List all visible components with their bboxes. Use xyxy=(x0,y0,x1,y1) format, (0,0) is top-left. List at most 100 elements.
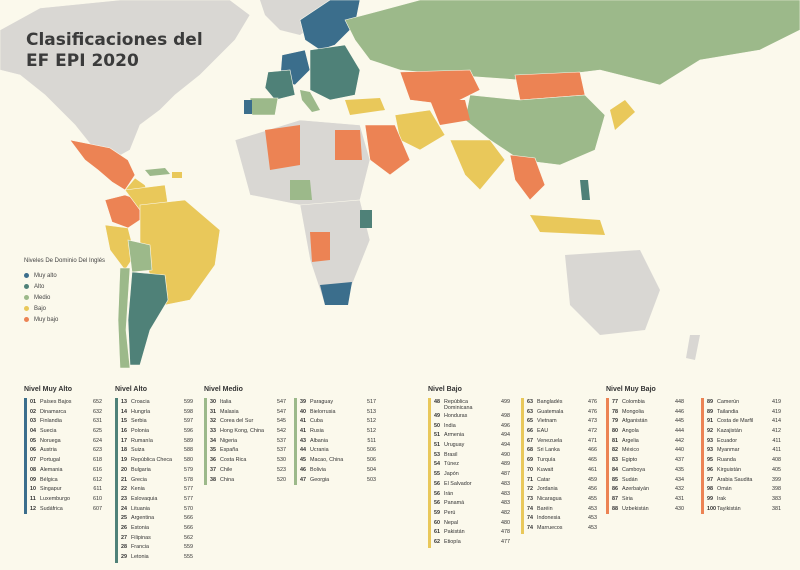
rank: 26 xyxy=(121,524,127,531)
rank: 21 xyxy=(121,476,127,483)
score: 530 xyxy=(277,457,286,464)
country-name: Cuba xyxy=(310,418,323,425)
rank: 22 xyxy=(121,486,127,493)
legend-swatch xyxy=(24,284,29,289)
country-name: Ecuador xyxy=(717,437,738,444)
ranking-section: Nivel Muy Alto xyxy=(24,386,72,398)
ranking-row: 81 Argelia 442 xyxy=(609,437,684,447)
country-name: Turquía xyxy=(537,457,556,464)
score: 599 xyxy=(184,399,193,405)
score: 435 xyxy=(675,466,684,473)
rank: 12 xyxy=(30,505,36,512)
score: 442 xyxy=(675,437,684,444)
eastern-europe-alto xyxy=(309,44,361,101)
ranking-column: 13 Croacia 599 14 Hungría 598 15 Serbia 597 16 Pol… xyxy=(115,398,193,563)
rank: 74 xyxy=(527,515,533,522)
score: 523 xyxy=(277,466,286,473)
ranking-row: 65 Vietnam 473 xyxy=(524,417,597,427)
country-name: Mongolia xyxy=(622,408,644,415)
country-name: Arabia Saudita xyxy=(717,476,753,483)
country-name: Suiza xyxy=(131,447,145,454)
score: 419 xyxy=(772,399,781,405)
kazakhstan-muy-bajo xyxy=(399,69,481,106)
country-name: Jordania xyxy=(537,486,558,493)
ranking-row: 15 Serbia 597 xyxy=(118,417,193,427)
score: 459 xyxy=(588,476,597,483)
rank: 100 xyxy=(707,505,716,512)
ranking-row: 05 Noruega 624 xyxy=(27,437,102,447)
ranking-row: 37 Chile 523 xyxy=(207,466,286,476)
rank: 28 xyxy=(121,544,127,551)
score: 598 xyxy=(184,408,193,415)
ranking-row: 66 EAU 472 xyxy=(524,427,597,437)
rank: 35 xyxy=(210,447,216,454)
country-name: Suecia xyxy=(40,428,57,435)
score: 381 xyxy=(772,505,781,512)
ranking-row: 63 Guatemala 476 xyxy=(524,408,597,418)
score: 503 xyxy=(367,476,376,483)
ranking-row: 92 Kazajistán 412 xyxy=(704,427,781,437)
rank: 11 xyxy=(30,495,36,502)
rank: 41 xyxy=(300,428,306,435)
country-name: Honduras xyxy=(444,413,468,419)
score: 455 xyxy=(588,495,597,502)
ranking-row: 99 Irak 383 xyxy=(704,495,781,505)
country-name: Indonesia xyxy=(537,515,561,522)
country-name: Argentina xyxy=(131,515,155,522)
rank: 88 xyxy=(612,505,618,512)
rank: 93 xyxy=(707,437,713,444)
caribbean-islands xyxy=(145,168,170,176)
score: 589 xyxy=(184,437,193,444)
ranking-row: 74 Indonesia 453 xyxy=(524,514,597,524)
score: 445 xyxy=(675,418,684,425)
country-name: Guatemala xyxy=(537,408,564,415)
country-name: Myanmar xyxy=(717,447,740,454)
country-name: Bielorrusia xyxy=(310,408,336,415)
ranking-row: 56 El Salvador 483 xyxy=(431,480,510,490)
rank: 81 xyxy=(612,437,618,444)
country-name: Ucrania xyxy=(310,447,329,454)
score: 477 xyxy=(501,538,510,545)
rank: 51 xyxy=(434,442,440,449)
rank: 50 xyxy=(434,422,440,429)
rank: 43 xyxy=(300,437,306,444)
ranking-row: 12 Sudáfrica 607 xyxy=(27,505,102,515)
legend-swatch xyxy=(24,295,29,300)
country-name: Finlandia xyxy=(40,418,62,425)
portugal-muy-alto xyxy=(244,100,252,114)
nigeria-medio xyxy=(290,180,312,200)
rank: 73 xyxy=(527,495,533,502)
score: 471 xyxy=(588,437,597,444)
score: 537 xyxy=(277,447,286,454)
score: 498 xyxy=(501,413,510,419)
country-name: Catar xyxy=(537,476,551,483)
score: 448 xyxy=(675,399,684,405)
country-name: Croacia xyxy=(131,399,150,405)
rank: 71 xyxy=(527,476,533,483)
score: 596 xyxy=(184,428,193,435)
ranking-row: 63 Bangladés 476 xyxy=(524,398,597,408)
ranking-row: 07 Portugal 618 xyxy=(27,456,102,466)
ranking-row: 86 Azerbaiyán 432 xyxy=(609,485,684,495)
ranking-row: 28 Francia 559 xyxy=(118,543,193,553)
country-name: Baréin xyxy=(537,505,553,512)
rank: 01 xyxy=(30,399,36,405)
score: 430 xyxy=(675,505,684,512)
legend-swatch xyxy=(24,317,29,322)
rank: 93 xyxy=(707,447,713,454)
legend-title: Niveles De Dominio Del Inglés xyxy=(24,258,106,264)
ranking-column: 39 Paraguay 517 40 Bielorrusia 513 41 Cuba 512 41… xyxy=(294,398,376,486)
ranking-row: 33 Hong Kong, China 542 xyxy=(207,427,286,437)
ranking-row: 73 Nicaragua 455 xyxy=(524,495,597,505)
country-name: Camboya xyxy=(622,466,646,473)
country-name: Países Bajos xyxy=(40,399,72,405)
country-name: República Checa xyxy=(131,457,173,464)
ranking-row: 70 Kuwait 461 xyxy=(524,466,597,476)
rank: 63 xyxy=(527,399,533,405)
country-name: Tayikistán xyxy=(717,505,741,512)
ranking-row: 67 Venezuela 471 xyxy=(524,437,597,447)
score: 537 xyxy=(277,437,286,444)
score: 476 xyxy=(588,399,597,405)
score: 545 xyxy=(277,418,286,425)
ranking-row: 74 Baréin 453 xyxy=(524,505,597,515)
